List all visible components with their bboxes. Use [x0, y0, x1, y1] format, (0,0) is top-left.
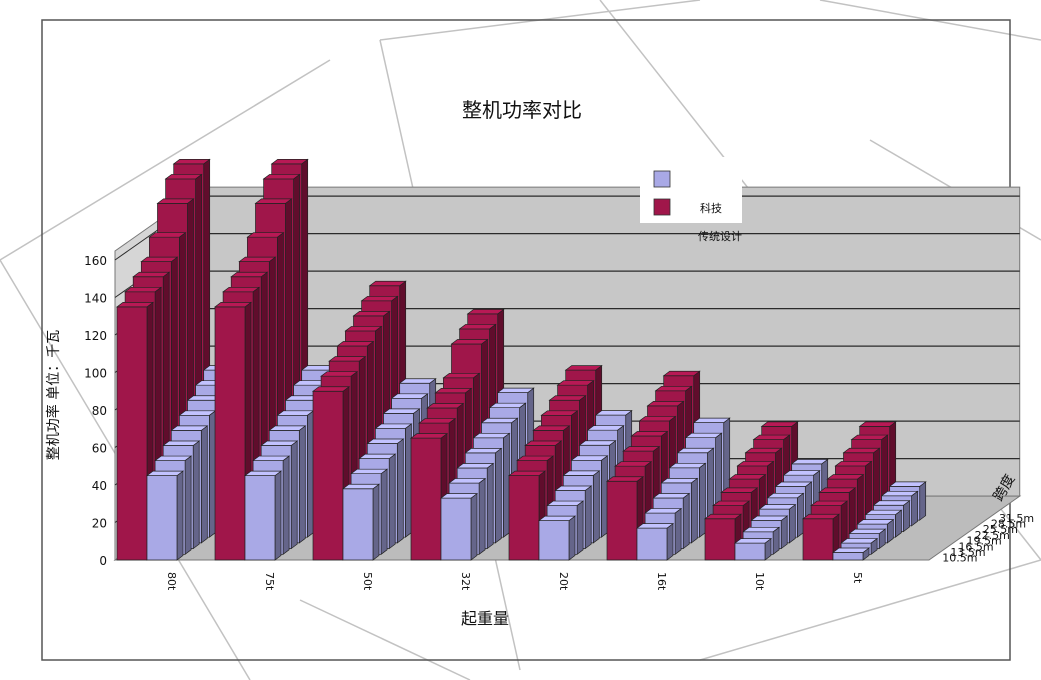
legend-label-1: 科技: [700, 201, 722, 215]
depth-tick-label: 16.5m: [958, 540, 993, 553]
chart-title: 整机功率对比: [462, 98, 582, 122]
y-tick-labels: 0 20 40 60 80 100 120 140 160: [84, 254, 107, 568]
depth-tick-label: 22.5m: [975, 529, 1010, 542]
bar-series0: [145, 470, 185, 561]
x-axis-label: 起重量: [461, 609, 509, 628]
y-tick-label: 140: [84, 292, 107, 306]
y-tick-label: 100: [84, 367, 107, 381]
bar-series0: [439, 492, 479, 561]
x-tick-labels: 80t 75t 50t 32t 20t 16t 10t 5t: [165, 572, 864, 591]
y-axis-label: 整机功率 单位：千瓦: [45, 330, 62, 460]
bar-series0: [831, 547, 871, 561]
y-tick-label: 80: [92, 404, 107, 418]
y-tick-label: 160: [84, 254, 107, 268]
x-tick-label: 20t: [557, 572, 570, 591]
depth-tick-label: 10.5m: [942, 552, 977, 565]
y-tick-label: 0: [99, 554, 107, 568]
x-tick-label: 80t: [165, 572, 178, 591]
bar-series0: [537, 515, 577, 561]
x-tick-label: 32t: [459, 572, 472, 591]
y-tick-label: 20: [92, 517, 107, 531]
legend: 科技 传统设计: [640, 157, 742, 243]
legend-label-2: 传统设计: [698, 230, 742, 243]
depth-tick-label: 13.5m: [950, 546, 985, 559]
x-tick-label: 10t: [753, 572, 766, 591]
depth-tick-label: 28.5m: [991, 518, 1026, 531]
x-tick-label: 50t: [361, 572, 374, 591]
bar-series1: [507, 470, 547, 561]
bar-series1: [703, 513, 743, 561]
y-tick-label: 40: [92, 479, 107, 493]
depth-tick-label: 25.5m: [983, 523, 1018, 536]
bar-series0: [243, 470, 283, 561]
bar-series1: [801, 513, 841, 561]
y-tick-label: 120: [84, 329, 107, 343]
x-tick-label: 5t: [851, 572, 864, 584]
y-tick-label: 60: [92, 442, 107, 456]
depth-tick-label: 31.5m: [999, 512, 1034, 525]
x-tick-label: 75t: [263, 572, 276, 591]
depth-tick-label: 19.5m: [967, 535, 1002, 548]
legend-swatch-1: [653, 198, 671, 216]
bar-series0: [341, 483, 381, 561]
x-tick-label: 16t: [655, 572, 668, 591]
bars: [115, 158, 927, 561]
legend-swatch-0: [653, 170, 671, 188]
bar-series0: [635, 522, 675, 561]
bar-series0: [733, 537, 773, 561]
